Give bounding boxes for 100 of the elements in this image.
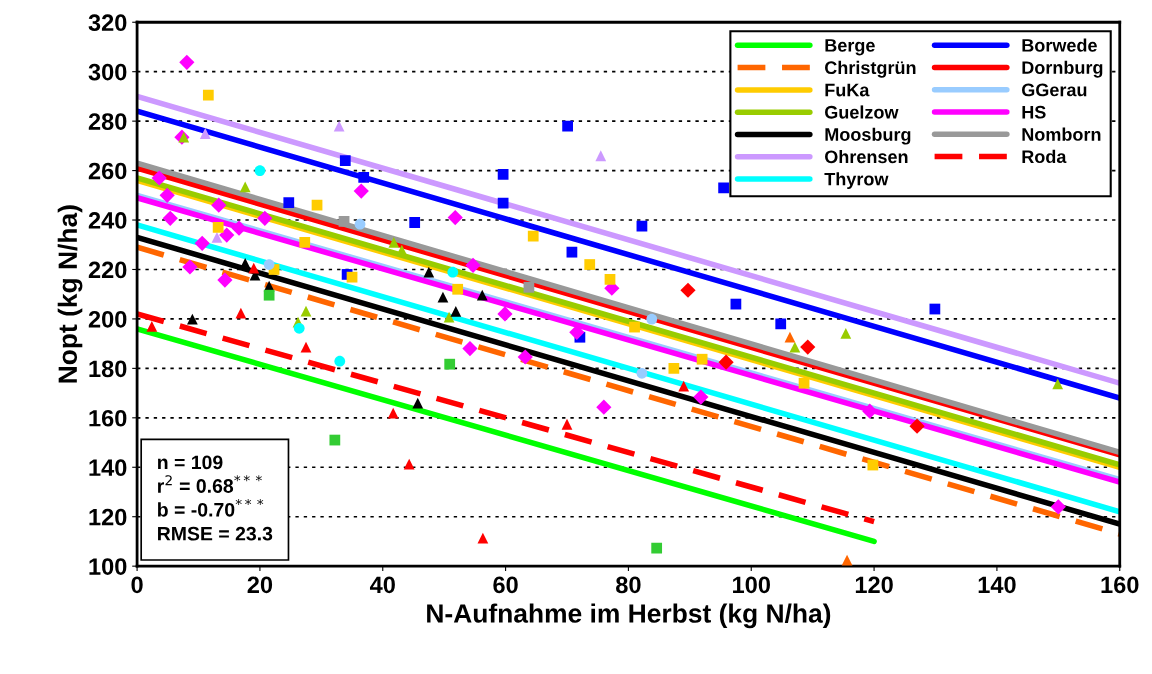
point xyxy=(798,377,810,389)
point xyxy=(338,215,350,227)
point xyxy=(263,289,275,301)
point xyxy=(235,307,247,319)
y-tick-label: 260 xyxy=(88,162,127,180)
point xyxy=(334,355,346,367)
point xyxy=(476,289,488,301)
point xyxy=(146,320,158,332)
point xyxy=(333,120,345,132)
point xyxy=(561,418,573,430)
point xyxy=(596,399,612,415)
point xyxy=(497,168,509,180)
legend-label: Moosburg xyxy=(825,127,911,145)
point xyxy=(604,273,616,285)
point xyxy=(186,313,198,325)
point xyxy=(248,262,260,274)
annotation: r$^{2}$ = 0.68$^{***}$ xyxy=(158,475,262,493)
point xyxy=(437,291,449,303)
point xyxy=(182,259,198,275)
point xyxy=(257,210,273,226)
point xyxy=(179,54,195,70)
point xyxy=(339,155,351,167)
point xyxy=(423,266,435,278)
x-tick-label: 160 xyxy=(1101,576,1139,594)
point xyxy=(412,397,424,409)
point xyxy=(784,331,796,343)
point xyxy=(477,532,489,544)
point xyxy=(800,339,816,355)
point xyxy=(517,349,533,365)
annotation: b = -0.70$^{***}$ xyxy=(158,498,264,517)
point xyxy=(444,358,456,370)
point xyxy=(718,354,734,370)
point xyxy=(566,246,578,258)
point xyxy=(668,362,680,374)
annotation: RMSE = 23.3 xyxy=(158,526,273,541)
y-tick-label: 280 xyxy=(88,113,127,130)
point xyxy=(162,210,178,226)
legend-label: Guelzow xyxy=(825,105,899,119)
x-tick-label: 40 xyxy=(369,576,395,594)
point xyxy=(211,231,223,243)
point xyxy=(346,271,358,283)
point xyxy=(151,170,167,186)
point xyxy=(718,182,729,194)
legend-label: Christgrün xyxy=(825,60,916,78)
point xyxy=(387,407,399,419)
point xyxy=(202,89,214,101)
y-tick-label: 100 xyxy=(89,558,127,575)
point xyxy=(447,266,459,278)
point xyxy=(789,341,801,353)
point xyxy=(629,321,640,333)
point xyxy=(311,199,323,211)
point xyxy=(194,235,210,251)
point xyxy=(388,236,400,248)
point xyxy=(263,259,275,270)
point xyxy=(636,220,648,232)
x-tick-label: 60 xyxy=(493,576,518,594)
point xyxy=(678,380,690,392)
point xyxy=(696,353,708,365)
point xyxy=(254,165,266,176)
point xyxy=(646,313,658,325)
point xyxy=(219,227,235,243)
point xyxy=(283,197,295,209)
point xyxy=(462,340,478,357)
x-tick-label: 20 xyxy=(247,576,273,594)
point xyxy=(299,236,311,248)
legend-label: Borwede xyxy=(1022,38,1097,52)
point xyxy=(217,272,233,288)
point xyxy=(680,282,696,298)
point xyxy=(841,554,853,566)
x-tick-label: 120 xyxy=(855,576,893,594)
point xyxy=(636,367,648,379)
legend-label: Roda xyxy=(1022,149,1067,164)
y-tick-label: 300 xyxy=(88,63,127,81)
y-tick-label: 200 xyxy=(88,310,127,328)
point xyxy=(693,389,709,405)
y-tick-label: 180 xyxy=(89,360,127,378)
point xyxy=(239,181,251,193)
point xyxy=(1052,378,1064,390)
point xyxy=(358,171,370,183)
point xyxy=(452,283,464,295)
y-tick-label: 240 xyxy=(88,212,127,229)
annotation: n = 109 xyxy=(158,455,223,470)
point xyxy=(595,150,607,162)
point xyxy=(403,458,415,470)
point xyxy=(584,259,596,270)
point xyxy=(527,230,539,242)
point xyxy=(775,318,787,330)
point xyxy=(212,222,224,233)
legend-label: GGerau xyxy=(1022,83,1087,97)
x-tick-label: 80 xyxy=(616,576,641,594)
y-tick-label: 320 xyxy=(88,14,127,32)
legend-label: Thyrow xyxy=(824,172,889,190)
point xyxy=(211,197,227,213)
y-tick-label: 160 xyxy=(89,409,127,427)
point xyxy=(447,209,463,226)
point xyxy=(497,197,509,209)
y-tick-label: 140 xyxy=(89,459,127,477)
point xyxy=(354,218,366,230)
point xyxy=(450,305,462,317)
point xyxy=(840,327,852,339)
